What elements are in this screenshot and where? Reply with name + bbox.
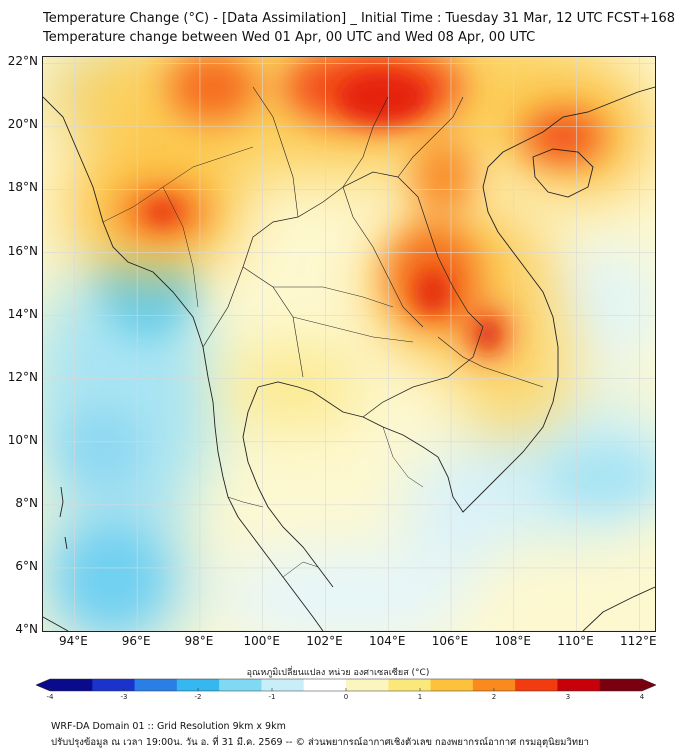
latitude-label: 12°N — [7, 369, 38, 384]
longitude-label: 98°E — [184, 634, 214, 648]
colorbar-segment — [515, 679, 558, 691]
colorbar-max-arrow — [642, 679, 656, 691]
colorbar-tick-label: 4 — [639, 693, 645, 701]
longitude-label: 106°E — [431, 634, 469, 648]
colorbar-segment — [219, 679, 262, 691]
colorbar-tick-label: -3 — [120, 693, 128, 701]
colorbar-tick-label: 3 — [565, 693, 571, 701]
colorbar — [36, 678, 656, 692]
latitude-label: 20°N — [7, 117, 38, 132]
longitude-label: 96°E — [121, 634, 151, 648]
colorbar-segment — [92, 679, 136, 691]
colorbar-segment — [176, 679, 220, 691]
longitude-label: 108°E — [494, 634, 532, 648]
latitude-label: 6°N — [15, 558, 38, 573]
colorbar-title: อุณหภูมิเปลี่ยนแปลง หน่วย องศาเซลเซียส (… — [246, 668, 430, 678]
update-credit: ปรับปรุงข้อมูล ณ เวลา 19:00น. วัน อ. ที่… — [51, 737, 589, 748]
latitude-label: 22°N — [7, 54, 38, 69]
colorbar-segment — [134, 679, 178, 691]
model-info: WRF-DA Domain 01 :: Grid Resolution 9km … — [51, 721, 286, 732]
colorbar-segment — [346, 679, 389, 691]
latitude-label: 14°N — [7, 306, 38, 321]
latitude-label: 16°N — [7, 243, 38, 258]
map-title: Temperature Change (°C) - [Data Assimila… — [43, 11, 676, 26]
colorbar-min-arrow — [36, 679, 50, 691]
latitude-label: 10°N — [7, 432, 38, 447]
colorbar-segment — [599, 679, 643, 691]
colorbar-tick-label: -1 — [268, 693, 276, 701]
colorbar-segment — [388, 679, 432, 691]
map-canvas — [43, 57, 655, 631]
map-subtitle: Temperature change between Wed 01 Apr, 0… — [43, 30, 536, 45]
colorbar-tick-label: -4 — [46, 693, 54, 701]
colorbar-segment — [303, 679, 347, 691]
colorbar-segment — [557, 679, 601, 691]
longitude-label: 104°E — [368, 634, 406, 648]
longitude-label: 112°E — [620, 634, 657, 648]
latitude-label: 4°N — [15, 622, 38, 636]
longitude-label: 110°E — [557, 634, 594, 648]
colorbar-tick-label: 1 — [417, 693, 423, 701]
latitude-label: 8°N — [15, 495, 38, 510]
colorbar-tick-label: 0 — [343, 693, 349, 701]
colorbar-tick-label: -2 — [194, 693, 202, 701]
latitude-label: 18°N — [7, 180, 38, 195]
colorbar-tick-label: 2 — [491, 693, 497, 701]
colorbar-segment — [472, 679, 516, 691]
colorbar-segment — [261, 679, 305, 691]
longitude-label: 94°E — [58, 634, 88, 648]
colorbar-segment — [50, 679, 93, 691]
longitude-label: 102°E — [306, 634, 343, 648]
temperature-change-map — [42, 56, 656, 632]
colorbar-segment — [430, 679, 474, 691]
longitude-label: 100°E — [243, 634, 280, 648]
